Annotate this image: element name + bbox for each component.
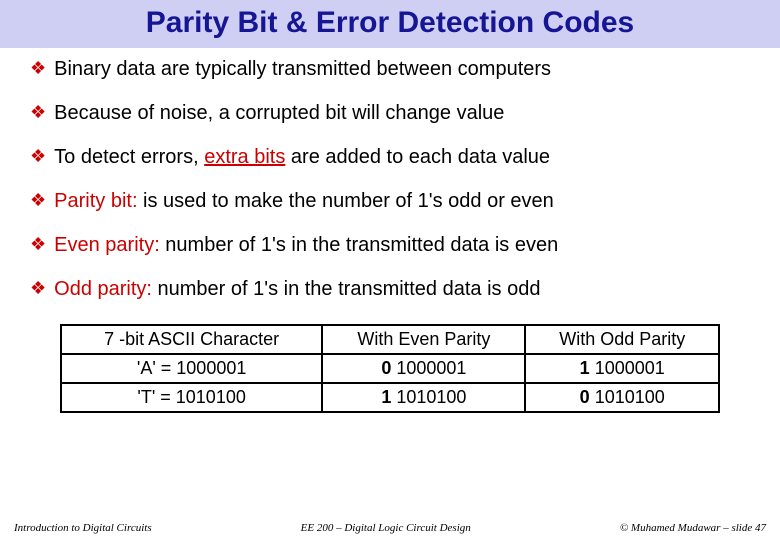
bullet-line: ❖ Odd parity: number of 1's in the transm… — [30, 276, 750, 302]
highlight-term: Parity bit: — [54, 190, 137, 212]
highlight-term: extra bits — [204, 146, 285, 168]
bullet-text: Binary data are typically transmitted be… — [54, 56, 750, 82]
diamond-bullet-icon: ❖ — [30, 232, 46, 257]
bullet-text: Odd parity: number of 1's in the transmi… — [54, 276, 750, 302]
title-bar: Parity Bit & Error Detection Codes — [0, 0, 780, 48]
table-cell: 1 1000001 — [525, 354, 719, 383]
bullet-line: ❖ Parity bit: is used to make the number … — [30, 188, 750, 214]
footer: Introduction to Digital Circuits EE 200 … — [0, 522, 780, 534]
table-cell: 0 1000001 — [322, 354, 525, 383]
parity-bit: 1 — [381, 387, 391, 407]
bullet-text: Because of noise, a corrupted bit will c… — [54, 100, 750, 126]
diamond-bullet-icon: ❖ — [30, 56, 46, 81]
table-header-cell: 7 -bit ASCII Character — [61, 325, 322, 354]
highlight-term: Odd parity: — [54, 278, 152, 300]
table-header-cell: With Odd Parity — [525, 325, 719, 354]
parity-bit: 0 — [381, 358, 391, 378]
bullet-line: ❖ Because of noise, a corrupted bit will … — [30, 100, 750, 126]
bullet-text: To detect errors, extra bits are added t… — [54, 144, 750, 170]
bullet-line: ❖ To detect errors, extra bits are added … — [30, 144, 750, 170]
table-row: 'A' = 10000010 10000011 1000001 — [61, 354, 719, 383]
parity-table-wrap: 7 -bit ASCII CharacterWith Even ParityWi… — [0, 320, 780, 413]
diamond-bullet-icon: ❖ — [30, 276, 46, 301]
slide-title: Parity Bit & Error Detection Codes — [0, 6, 780, 40]
content-area: ❖ Binary data are typically transmitted b… — [0, 48, 780, 302]
diamond-bullet-icon: ❖ — [30, 100, 46, 125]
table-row: 'T' = 10101001 10101000 1010100 — [61, 383, 719, 412]
bullet-line: ❖ Even parity: number of 1's in the trans… — [30, 232, 750, 258]
bullet-text: Parity bit: is used to make the number o… — [54, 188, 750, 214]
parity-bit: 0 — [580, 387, 590, 407]
table-cell: 0 1010100 — [525, 383, 719, 412]
footer-left: Introduction to Digital Circuits — [14, 522, 152, 534]
table-header-cell: With Even Parity — [322, 325, 525, 354]
table-cell: 'A' = 1000001 — [61, 354, 322, 383]
parity-table: 7 -bit ASCII CharacterWith Even ParityWi… — [60, 324, 720, 413]
table-cell: 1 1010100 — [322, 383, 525, 412]
diamond-bullet-icon: ❖ — [30, 144, 46, 169]
diamond-bullet-icon: ❖ — [30, 188, 46, 213]
footer-center: EE 200 – Digital Logic Circuit Design — [301, 522, 471, 534]
footer-right: © Muhamed Mudawar – slide 47 — [620, 522, 766, 534]
bullet-line: ❖ Binary data are typically transmitted b… — [30, 56, 750, 82]
parity-bit: 1 — [580, 358, 590, 378]
highlight-term: Even parity: — [54, 234, 160, 256]
bullet-text: Even parity: number of 1's in the transm… — [54, 232, 750, 258]
table-cell: 'T' = 1010100 — [61, 383, 322, 412]
